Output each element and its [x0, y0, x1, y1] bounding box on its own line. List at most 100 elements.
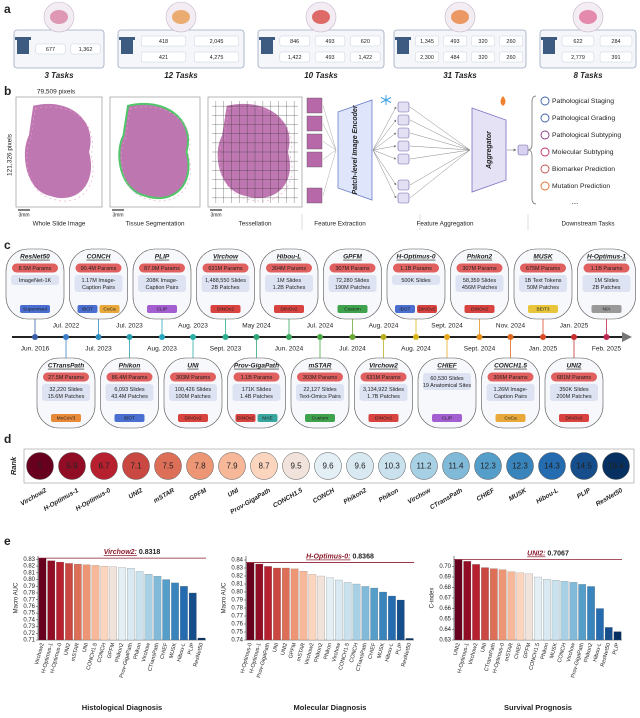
info-pill	[11, 275, 59, 285]
x-tick-label: Phikon2	[583, 642, 594, 663]
model-date: May 2024	[242, 323, 271, 330]
rank-circle	[602, 452, 630, 480]
bar	[343, 582, 352, 641]
info-label: 1M Slides	[594, 278, 618, 284]
x-tick-label: MUSK	[168, 642, 178, 659]
y-tick-label: 0.75	[23, 611, 35, 617]
y-tick-label: 0.84	[231, 558, 243, 564]
hospital-icon	[121, 40, 133, 54]
model-name: UNI2	[567, 363, 582, 370]
method-pill	[51, 414, 81, 422]
params-pill	[360, 372, 407, 382]
info-pill	[138, 275, 186, 292]
method-pill	[395, 305, 415, 313]
info-label: 60,530 Slides	[430, 376, 464, 382]
params-label: 631M Params	[366, 375, 400, 381]
organ-icon	[172, 10, 190, 24]
method-label: MoCoV3	[57, 416, 76, 422]
feature-arrow	[372, 145, 397, 151]
feature-arrow	[372, 149, 397, 186]
params-pill	[583, 263, 630, 273]
params-pill	[43, 372, 89, 382]
info-pill	[455, 275, 504, 292]
method-pill	[274, 305, 304, 313]
count-pill	[561, 35, 595, 47]
params-label: 1.1B Params	[241, 375, 273, 381]
params-label: 1.1B Params	[591, 266, 623, 272]
hospital-icon-roof	[395, 37, 411, 40]
rank-name: H-Optimus-1	[43, 487, 81, 513]
x-tick-label: CONCH	[97, 642, 108, 663]
organ-icon	[50, 10, 68, 24]
y-tick-label: 0.74	[23, 617, 35, 623]
y-tick-label: 0.64	[439, 627, 451, 633]
rank-value: 9.5	[290, 462, 302, 471]
count-label: 421	[159, 55, 168, 61]
y-tick-label: 0.82	[23, 564, 35, 570]
params-label: 675M Params	[526, 266, 560, 272]
scale-label: 3mm	[210, 212, 221, 218]
cohort: 677 1,362	[13, 1, 105, 69]
x-axis-title: Molecular Diagnosis	[294, 703, 367, 712]
y-tick-label: 0.81	[231, 582, 243, 588]
x-tick-label: Virchow2	[34, 642, 46, 665]
y-tick-label: 0.63	[439, 638, 451, 644]
bar	[454, 559, 463, 641]
x-tick-label: Hibou-L	[592, 642, 603, 662]
info-label: 6,093 Slides	[114, 387, 145, 393]
feature	[397, 192, 410, 204]
rank-circle	[282, 452, 310, 480]
model-name: Phikon	[119, 363, 141, 370]
rank-circle	[218, 452, 246, 480]
bar	[82, 564, 91, 641]
timeline-dot	[222, 334, 229, 340]
rank-circle	[186, 452, 214, 480]
model-date: Aug. 2023	[147, 346, 177, 353]
cohort: 1,345 2,300 493 484 320 320 260 260	[393, 1, 527, 69]
info-label: 500K Slides	[401, 278, 431, 284]
task-icon	[540, 164, 550, 174]
agg-arrow	[409, 132, 471, 151]
y-tick-label: 0.79	[231, 598, 243, 604]
params-pill	[456, 263, 503, 273]
timeline-dot	[349, 334, 356, 340]
stage-label: Feature Aggregation	[416, 221, 474, 228]
tissue	[24, 103, 92, 199]
count-label: 2,779	[571, 55, 585, 61]
task-icon	[540, 130, 550, 140]
highlight-value: 0.8318	[139, 549, 161, 556]
x-tick-label: Phikon	[133, 642, 143, 660]
rank-value: 11.4	[449, 462, 465, 471]
timeline-dot	[413, 334, 419, 340]
model-date: Jan. 2025	[560, 323, 589, 330]
count-pill	[470, 35, 496, 47]
rank-name: mSTAR	[152, 487, 176, 505]
rank-circle	[250, 452, 278, 480]
task-label: Biomarker Prediction	[552, 166, 615, 173]
hospital-icon-roof	[15, 37, 31, 40]
cohort-box	[393, 29, 527, 69]
method-pill	[178, 414, 208, 422]
cohort-box	[257, 29, 385, 69]
slide-feature	[517, 144, 529, 156]
x-tick-label: UNI2	[453, 642, 462, 656]
info-label: 171K Slides	[242, 387, 272, 393]
x-tick-label: Phikon2	[114, 642, 125, 663]
model-name: Virchow	[213, 254, 239, 261]
model-name: Virchow2	[369, 363, 398, 370]
params-label: 90.4M Params	[81, 266, 117, 272]
params-pill	[393, 263, 439, 273]
x-tick-label: CHIEF	[367, 642, 377, 660]
count-label: 320	[478, 55, 487, 61]
timeline-dot	[32, 334, 38, 340]
method-pill	[210, 305, 241, 313]
params-label: 307M Params	[335, 266, 369, 272]
bar	[65, 563, 73, 641]
method-label: CoCa	[103, 307, 116, 313]
bar	[118, 567, 126, 641]
model-card: PLIP 87.9M Params 208K Image-Caption Pairs…	[132, 248, 192, 353]
bar	[396, 599, 405, 641]
